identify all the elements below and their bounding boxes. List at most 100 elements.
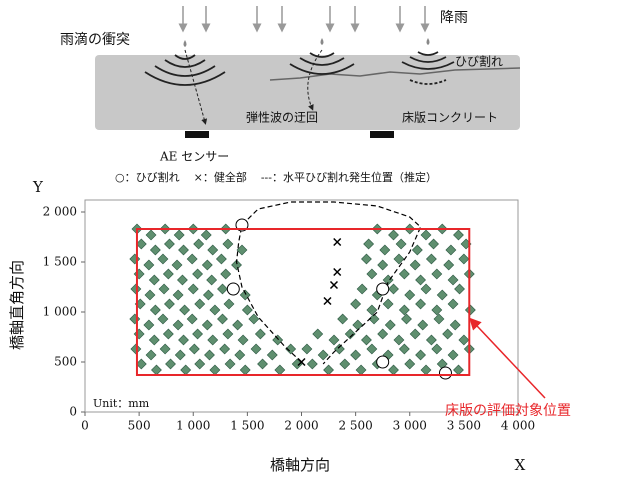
- point: [188, 284, 198, 294]
- point: [187, 314, 197, 324]
- impact-label: 雨滴の衝突: [60, 31, 130, 48]
- slab-label: 床版コンクリート: [402, 111, 498, 125]
- point: [351, 299, 361, 309]
- point: [181, 365, 191, 375]
- x-tick-label: 1 000: [176, 419, 210, 433]
- point: [385, 320, 395, 330]
- point: [421, 365, 431, 375]
- point: [164, 299, 174, 309]
- region-arrow: [473, 322, 545, 398]
- point: [173, 320, 183, 330]
- point: [353, 320, 363, 330]
- point: [465, 305, 475, 315]
- point: [158, 254, 168, 264]
- point: [378, 329, 388, 339]
- point: [455, 284, 465, 294]
- point: [410, 260, 420, 270]
- point: [383, 299, 393, 309]
- point: [149, 275, 159, 285]
- point: [217, 284, 227, 294]
- point: [207, 275, 217, 285]
- x-tick-label: 1 500: [230, 419, 264, 433]
- point: [389, 284, 399, 294]
- point: [378, 260, 388, 270]
- point: [187, 254, 197, 264]
- point: [380, 245, 390, 255]
- point: [194, 239, 204, 249]
- point: [432, 269, 442, 279]
- point: [149, 335, 159, 345]
- rain-arrows: [183, 6, 425, 28]
- point: [405, 290, 415, 300]
- point: [172, 260, 182, 270]
- point: [208, 245, 218, 255]
- point: [302, 344, 312, 354]
- point: [367, 269, 377, 279]
- sound-point: [334, 239, 341, 246]
- point: [144, 320, 154, 330]
- sensor: [370, 131, 394, 138]
- point: [221, 269, 231, 279]
- crack-point: [377, 283, 389, 295]
- point: [267, 350, 277, 360]
- point: [389, 230, 399, 240]
- point: [356, 365, 366, 375]
- point: [204, 350, 214, 360]
- point: [307, 359, 317, 369]
- point: [394, 335, 404, 345]
- point: [145, 290, 155, 300]
- point: [459, 254, 469, 264]
- point: [364, 239, 374, 249]
- point: [223, 329, 233, 339]
- point: [367, 344, 377, 354]
- point: [389, 365, 399, 375]
- point: [448, 350, 458, 360]
- point: [416, 299, 426, 309]
- point: [318, 350, 328, 360]
- sensor-label: AE センサー: [159, 150, 229, 164]
- point: [324, 365, 334, 375]
- point: [175, 350, 185, 360]
- point: [334, 344, 344, 354]
- point: [144, 260, 154, 270]
- point: [238, 335, 248, 345]
- point: [410, 329, 420, 339]
- y-tick-label: 1 000: [43, 305, 77, 319]
- point: [179, 245, 189, 255]
- point: [210, 365, 220, 375]
- point: [163, 269, 173, 279]
- point: [412, 245, 422, 255]
- point: [134, 329, 144, 339]
- point: [203, 290, 213, 300]
- x-tick-label: 0: [81, 419, 89, 433]
- crack-point: [377, 356, 389, 368]
- point: [235, 350, 245, 360]
- point: [223, 239, 233, 249]
- point: [418, 320, 428, 330]
- sound-point: [330, 282, 337, 289]
- point: [275, 365, 285, 375]
- point: [444, 260, 454, 270]
- point: [459, 335, 469, 345]
- point: [405, 359, 415, 369]
- point: [394, 254, 404, 264]
- point: [195, 299, 205, 309]
- point: [338, 314, 348, 324]
- point: [432, 305, 442, 315]
- legend-entry: ---：水平ひび割れ発生位置（推定）: [261, 170, 437, 184]
- point: [180, 305, 190, 315]
- rain-diagram: 降雨 雨滴の衝突 ひび割れ 弾性波の迂回 床版コンクリート AE センサー: [60, 6, 520, 164]
- crack-point: [227, 283, 239, 295]
- point: [437, 290, 447, 300]
- point: [202, 260, 212, 270]
- point: [340, 359, 350, 369]
- point: [448, 299, 458, 309]
- point: [450, 320, 460, 330]
- drops: [184, 38, 430, 47]
- crack-point: [439, 367, 451, 379]
- x-tick-label: 3 000: [393, 419, 427, 433]
- point: [193, 269, 203, 279]
- point: [173, 290, 183, 300]
- point: [255, 329, 265, 339]
